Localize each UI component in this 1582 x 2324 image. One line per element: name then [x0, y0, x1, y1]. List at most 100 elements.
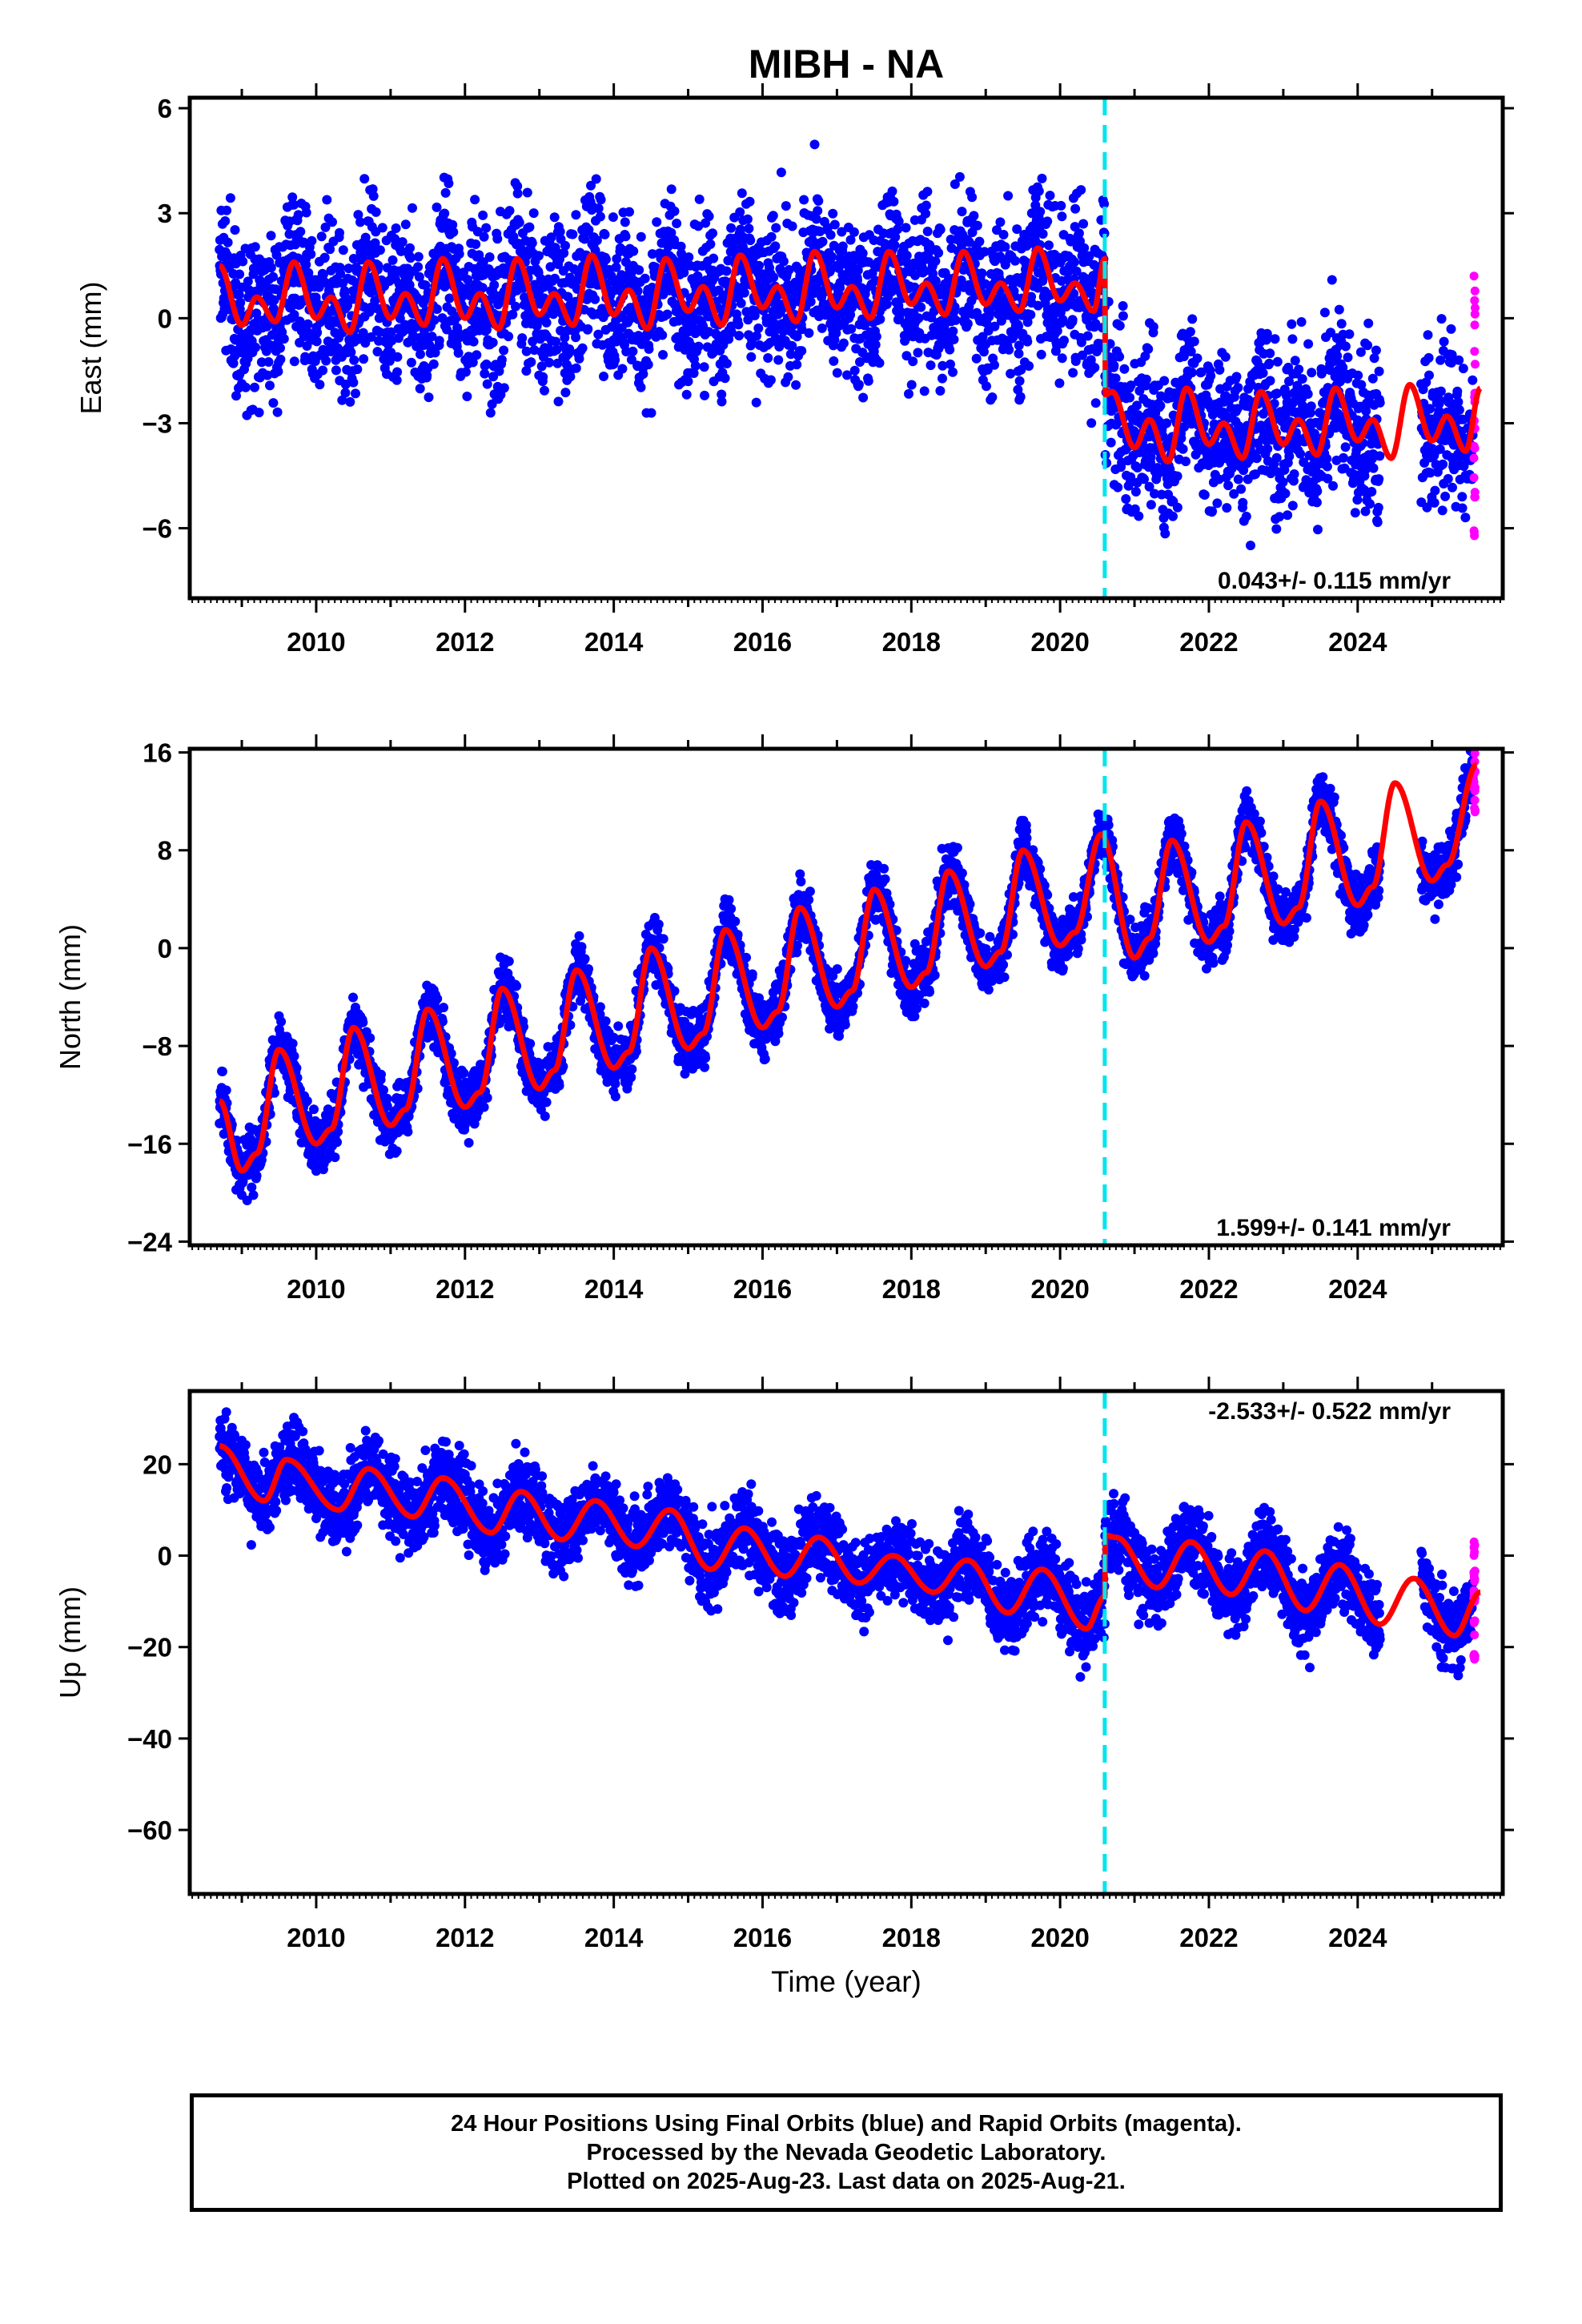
east-final-point — [813, 195, 824, 206]
east-final-point — [754, 260, 764, 271]
east-final-point — [564, 344, 575, 354]
east-final-point — [1181, 456, 1191, 467]
east-final-point — [306, 249, 316, 259]
east-final-point — [1042, 216, 1053, 227]
east-final-point — [792, 332, 802, 342]
east-final-point — [359, 354, 369, 364]
east-final-point — [387, 255, 398, 265]
east-final-point — [254, 408, 264, 418]
north-final-point — [330, 1152, 340, 1163]
east-final-point — [1363, 318, 1374, 328]
east-final-point — [1059, 336, 1069, 346]
east-final-point — [349, 355, 359, 365]
east-final-point — [496, 355, 507, 365]
east-final-point — [634, 265, 644, 275]
east-final-point — [512, 181, 523, 191]
east-final-point — [935, 224, 946, 235]
east-final-point — [1340, 341, 1351, 352]
east-final-point — [1014, 340, 1024, 351]
east-final-point — [251, 342, 261, 352]
east-final-point — [1307, 368, 1317, 378]
east-final-point — [889, 196, 899, 207]
east-final-point — [599, 372, 608, 381]
east-final-point — [720, 373, 730, 384]
east-final-point — [346, 347, 356, 357]
east-final-point — [1130, 487, 1141, 497]
east-final-point — [624, 207, 634, 217]
east-final-point — [1423, 352, 1434, 363]
east-final-point — [908, 356, 918, 367]
east-final-point — [765, 375, 776, 385]
east-final-point — [957, 207, 967, 217]
east-final-point — [1036, 349, 1046, 360]
east-final-point — [448, 219, 458, 230]
east-y-tick-label: 0 — [158, 304, 172, 333]
east-final-point — [913, 313, 924, 324]
east-final-point — [1457, 503, 1468, 513]
east-final-point — [1015, 392, 1026, 402]
north-final-point — [221, 1085, 231, 1096]
east-final-point — [652, 217, 662, 227]
east-final-point — [832, 368, 842, 378]
east-final-point — [770, 241, 781, 251]
east-data-points — [215, 139, 1480, 551]
east-final-point — [813, 206, 823, 216]
east-final-point — [746, 352, 757, 362]
east-final-point — [646, 408, 656, 418]
east-final-point — [432, 304, 442, 314]
east-final-point — [776, 167, 786, 178]
east-final-point — [1350, 508, 1360, 518]
east-final-point — [1172, 502, 1182, 513]
east-final-point — [1118, 311, 1128, 321]
east-final-point — [302, 341, 312, 351]
east-final-point — [721, 266, 732, 276]
east-final-point — [238, 256, 248, 267]
east-final-point — [935, 386, 946, 396]
north-data-points — [215, 749, 1480, 1205]
east-final-point — [301, 207, 311, 218]
east-final-point — [481, 359, 492, 369]
east-final-point — [1207, 506, 1218, 517]
east-final-point — [595, 211, 605, 222]
east-final-point — [987, 392, 998, 402]
east-final-point — [610, 355, 620, 365]
east-final-point — [1363, 340, 1373, 351]
east-final-point — [768, 211, 778, 221]
east-final-point — [887, 186, 897, 196]
north-final-point — [365, 1033, 375, 1043]
east-final-point — [271, 250, 282, 260]
east-final-point — [1296, 317, 1307, 327]
east-final-point — [348, 254, 359, 263]
east-final-point — [901, 223, 911, 233]
east-final-point — [534, 251, 544, 261]
east-final-point — [322, 195, 332, 205]
east-final-point — [560, 388, 571, 398]
east-final-point — [1233, 474, 1243, 485]
east-final-point — [766, 231, 777, 242]
east-final-point — [995, 217, 1006, 227]
east-final-point — [636, 231, 646, 242]
east-final-point — [1121, 494, 1131, 504]
east-final-point — [1220, 352, 1231, 362]
east-final-point — [319, 252, 330, 263]
east-final-point — [763, 353, 773, 363]
east-final-point — [726, 223, 737, 233]
east-final-point — [279, 334, 289, 344]
east-final-point — [1068, 368, 1078, 378]
east-final-point — [546, 232, 556, 243]
east-final-point — [601, 254, 611, 264]
east-final-point — [1311, 497, 1322, 508]
east-final-point — [391, 223, 401, 233]
east-final-point — [744, 223, 754, 234]
east-final-point — [967, 192, 978, 203]
east-final-point — [371, 207, 381, 217]
east-final-point — [849, 227, 859, 237]
east-final-point — [934, 247, 944, 258]
east-final-point — [584, 225, 594, 235]
east-final-point — [1284, 451, 1295, 461]
east-final-point — [345, 396, 355, 407]
east-final-point — [1246, 541, 1255, 551]
east-final-point — [737, 188, 747, 199]
east-final-point — [499, 383, 509, 393]
north-final-point — [251, 1171, 262, 1181]
